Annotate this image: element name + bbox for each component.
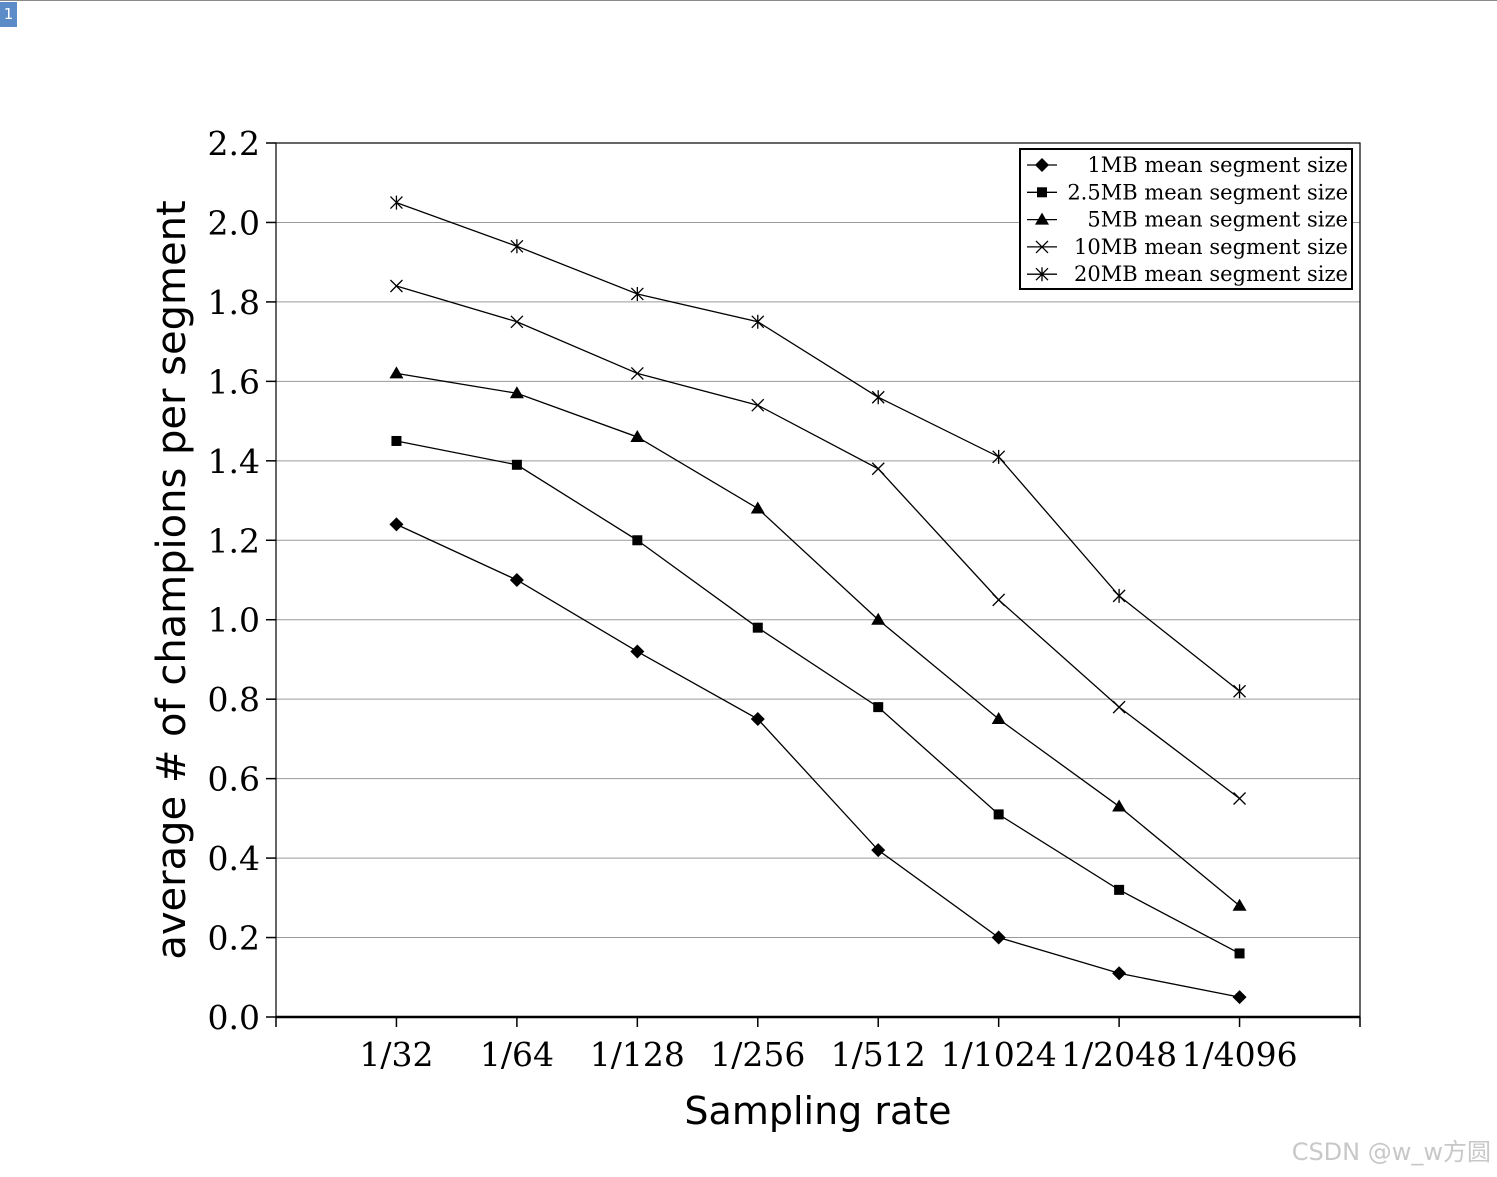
- x-axis-label: Sampling rate: [684, 1089, 951, 1133]
- data-point: [1233, 684, 1247, 699]
- y-tick-label: 0.4: [208, 839, 260, 878]
- data-point: [389, 517, 404, 532]
- legend-marker: [1035, 267, 1049, 282]
- data-point: [871, 612, 886, 625]
- data-point: [993, 809, 1004, 820]
- data-point: [1233, 792, 1247, 805]
- data-point: [1112, 700, 1126, 714]
- data-point: [510, 239, 524, 254]
- data-point: [991, 712, 1006, 725]
- data-point: [389, 279, 403, 293]
- legend-marker: [1035, 240, 1049, 254]
- data-point: [511, 459, 522, 470]
- y-tick-label: 2.0: [208, 203, 260, 242]
- legend-marker: [1037, 187, 1047, 198]
- data-point: [1112, 799, 1127, 812]
- data-point: [391, 435, 402, 446]
- series-line: [396, 440, 1240, 955]
- y-tick-label: 1.2: [208, 521, 260, 560]
- legend-label: 20MB mean segment size: [1074, 262, 1348, 286]
- y-tick-label: 1.0: [208, 601, 260, 640]
- top-border: [0, 0, 1497, 1]
- data-point: [630, 644, 645, 659]
- data-point: [1232, 990, 1247, 1005]
- y-tick-label: 1.6: [208, 362, 260, 401]
- legend-label: 5MB mean segment size: [1087, 208, 1348, 232]
- gridlines: [276, 221, 1360, 939]
- series-1: [389, 517, 1247, 1005]
- legend-marker: [1035, 158, 1049, 172]
- data-point: [1114, 884, 1125, 895]
- x-tick-label: 1/32: [359, 1035, 433, 1074]
- data-point: [510, 315, 524, 329]
- legend-box: [1019, 148, 1353, 290]
- y-tick-label: 0.0: [208, 998, 260, 1037]
- y-tick-label: 0.6: [208, 760, 260, 799]
- x-tick-label: 1/512: [831, 1035, 926, 1074]
- data-point: [389, 195, 403, 210]
- data-point: [1112, 588, 1126, 603]
- x-tick-label: 1/64: [480, 1035, 554, 1074]
- data-point: [873, 702, 884, 713]
- data-point: [509, 573, 524, 587]
- data-point: [389, 366, 404, 379]
- legend-marker: [1035, 212, 1049, 225]
- data-point: [751, 314, 765, 329]
- data-point: [752, 622, 763, 633]
- data-point: [751, 398, 765, 412]
- series-lines: [389, 195, 1247, 1005]
- data-point: [630, 429, 645, 442]
- series-3: [389, 366, 1247, 911]
- data-point: [871, 462, 885, 476]
- series-line: [396, 523, 1240, 998]
- x-tick-label: 1/1024: [941, 1035, 1057, 1074]
- y-tick-label: 0.8: [208, 680, 260, 719]
- data-point: [1234, 948, 1245, 959]
- y-axis-label: average # of champions per segment: [149, 200, 195, 959]
- x-tick-label: 1/2048: [1061, 1035, 1177, 1074]
- x-tick-label: 1/128: [590, 1035, 685, 1074]
- data-point: [632, 535, 643, 546]
- legend-label: 2.5MB mean segment size: [1067, 180, 1348, 204]
- series-line: [396, 285, 1240, 800]
- legend: 1MB mean segment size 2.5MB mean segment …: [1019, 148, 1353, 290]
- data-point: [750, 712, 765, 727]
- data-point: [750, 501, 765, 514]
- data-point: [630, 366, 644, 380]
- x-tick-label: 1/4096: [1182, 1035, 1298, 1074]
- y-tick-label: 1.4: [208, 442, 260, 481]
- axes: 0.0 0.2 0.4 0.6 0.8 1.0 1.2 1.4 1.6 1.8 2.0 2.2 1/32…: [208, 124, 1361, 1074]
- series-line: [396, 201, 1240, 692]
- page-number-badge: 1: [0, 2, 17, 27]
- series-4: [389, 279, 1247, 805]
- data-point: [1232, 898, 1247, 911]
- data-point: [991, 930, 1006, 945]
- data-point: [871, 843, 886, 858]
- y-tick-label: 2.2: [208, 124, 260, 163]
- y-tick-label: 1.8: [208, 283, 260, 322]
- legend-label: 10MB mean segment size: [1074, 235, 1348, 259]
- data-point: [992, 593, 1006, 607]
- data-point: [992, 449, 1006, 464]
- data-point: [1112, 966, 1127, 981]
- y-tick-label: 0.2: [208, 919, 260, 958]
- data-point: [630, 286, 644, 301]
- legend-label: 1MB mean segment size: [1087, 153, 1348, 177]
- series-2: [391, 435, 1245, 959]
- series-line: [396, 372, 1240, 907]
- data-point: [509, 386, 524, 399]
- data-point: [871, 390, 885, 405]
- x-tick-label: 1/256: [710, 1035, 805, 1074]
- series-5: [389, 195, 1247, 699]
- watermark: CSDN @w_w方圆: [1291, 1138, 1491, 1166]
